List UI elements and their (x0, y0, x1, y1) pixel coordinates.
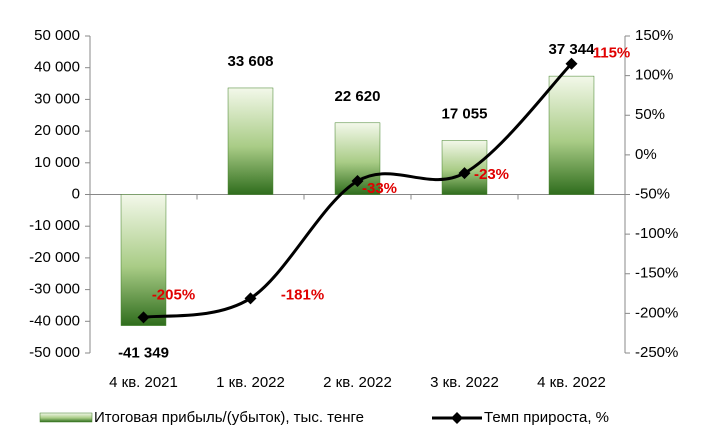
y-tick-label: 50 000 (34, 27, 80, 44)
line-value-label: -205% (152, 286, 195, 303)
line-value-label: -181% (281, 286, 324, 303)
y-tick-label: -50 000 (29, 344, 80, 361)
line-value-label: -33% (362, 180, 397, 197)
x-tick-label: 1 кв. 2022 (216, 374, 285, 391)
line-marker (565, 57, 578, 70)
x-tick-label: 4 кв. 2022 (537, 374, 606, 391)
line-value-label: -23% (474, 166, 509, 183)
y2-tick-label: -200% (635, 304, 678, 321)
line-marker (458, 167, 471, 180)
y2-tick-label: 0% (635, 146, 657, 163)
y2-tick-label: 50% (635, 106, 665, 123)
line-value-label: 115% (593, 45, 631, 62)
y-tick-label: 40 000 (34, 59, 80, 76)
x-tick-label: 3 кв. 2022 (430, 374, 499, 391)
line-marker (244, 292, 257, 305)
y2-tick-label: 150% (635, 27, 673, 44)
y-tick-label: -20 000 (29, 249, 80, 266)
y-tick-label: -40 000 (29, 312, 80, 329)
line-marker (351, 175, 364, 188)
y-tick-label: 30 000 (34, 90, 80, 107)
y2-tick-label: -250% (635, 344, 678, 361)
bar-value-label: 37 344 (549, 41, 596, 58)
x-tick-label: 4 кв. 2021 (109, 374, 178, 391)
legend-label: Темп прироста, % (484, 409, 609, 426)
y-tick-label: -10 000 (29, 217, 80, 234)
bar-value-label: 33 608 (228, 53, 274, 70)
bar (227, 87, 274, 195)
bar-value-label: 22 620 (335, 88, 381, 105)
bar-value-label: -41 349 (118, 345, 169, 362)
y2-tick-label: -100% (635, 225, 678, 242)
bar (548, 75, 595, 195)
y-tick-label: 20 000 (34, 122, 80, 139)
y-tick-label: 0 (72, 185, 80, 202)
y-tick-label: 10 000 (34, 154, 80, 171)
y2-tick-label: -150% (635, 265, 678, 282)
legend-swatch (39, 412, 93, 423)
bar-value-label: 17 055 (442, 105, 488, 122)
y-tick-label: -30 000 (29, 281, 80, 298)
x-tick-label: 2 кв. 2022 (323, 374, 392, 391)
y2-tick-label: -50% (635, 185, 670, 202)
line-marker (137, 311, 150, 324)
bar (120, 194, 167, 326)
legend-marker (451, 412, 463, 424)
legend-label: Итоговая прибыль/(убыток), тыс. тенге (94, 409, 364, 426)
y2-tick-label: 100% (635, 67, 673, 84)
